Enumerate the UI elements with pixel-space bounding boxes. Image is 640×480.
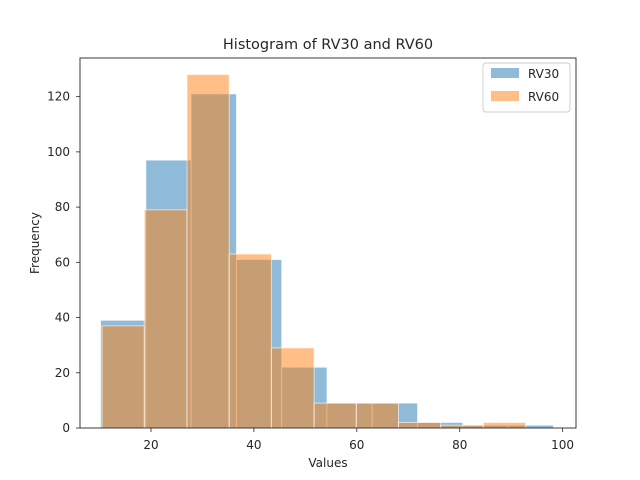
y-tick-label: 60 [55,255,70,269]
y-tick-label: 0 [62,421,70,435]
x-tick-label: 100 [551,438,574,452]
x-tick-label: 60 [349,438,364,452]
legend-swatch-rv30 [491,68,519,78]
x-tick-label: 20 [143,438,158,452]
histogram-bar-rv60-0 [101,325,145,429]
legend-label-rv30: RV30 [528,67,559,81]
x-tick-label: 40 [246,438,261,452]
y-axis-ticks: 0 20 40 60 80 100 120 [47,90,80,435]
y-tick-label: 80 [55,200,70,214]
x-axis-label: Values [308,456,347,470]
plot-frame [79,57,577,429]
histogram-bar-rv60-6 [355,402,399,429]
y-axis-label: Frequency [28,212,42,274]
y-tick-label: 20 [55,366,70,380]
histogram-bar-rv60-9 [482,421,527,429]
histogram-bar-rv60-7 [397,421,442,429]
y-tick-label: 120 [47,90,70,104]
x-axis-ticks: 20 40 60 80 100 [143,428,574,452]
y-tick-label: 100 [47,145,70,159]
histogram-bar-rv60-3 [228,253,272,429]
histogram-bar-rv60-5 [313,402,357,429]
chart-title: Histogram of RV30 and RV60 [223,37,433,53]
x-tick-label: 80 [452,438,467,452]
legend-label-rv60: RV60 [528,90,559,104]
bars-layer [100,74,554,429]
legend: RV30 RV60 [482,62,571,113]
y-tick-label: 40 [55,311,70,325]
histogram-bar-rv60-1 [143,209,188,429]
histogram-bar-rv60-4 [270,347,315,429]
legend-swatch-rv60 [491,91,519,101]
histogram-bar-rv60-2 [186,74,230,429]
